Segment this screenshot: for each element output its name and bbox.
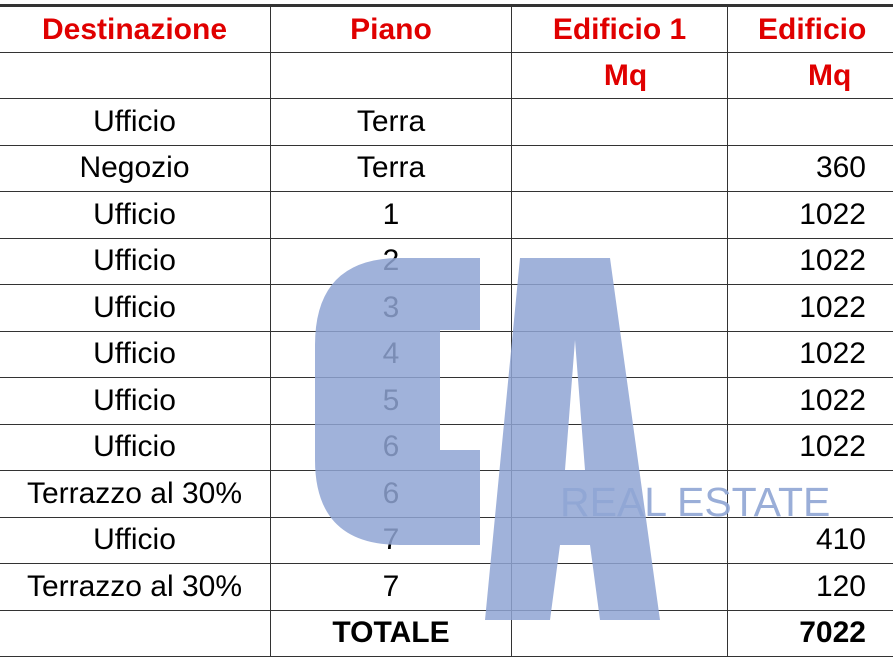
table-row: Ufficio 1 1022 [0, 191, 893, 239]
cell-edificio: 1022 [727, 284, 893, 332]
cell-edificio-1 [511, 609, 728, 657]
table-row: Terrazzo al 30% 7 120 [0, 563, 893, 611]
total-value: 7022 [727, 609, 893, 657]
table-row: Ufficio 2 1022 [0, 237, 893, 285]
cell-destinazione: Terrazzo al 30% [0, 563, 271, 611]
area-table: Destinazione Piano Edificio 1 Edificio M… [0, 4, 893, 657]
cell-edificio: 360 [727, 144, 893, 192]
table-row: Ufficio 3 1022 [0, 284, 893, 332]
header-unit-empty [270, 52, 512, 99]
table-row: Ufficio Terra [0, 98, 893, 146]
cell-edificio: 1022 [727, 330, 893, 378]
header-row: Destinazione Piano Edificio 1 Edificio [0, 5, 893, 53]
table-row: Negozio Terra 360 [0, 144, 893, 192]
header-unit-row: Mq Mq [0, 52, 893, 99]
cell-edificio: 1022 [727, 237, 893, 285]
header-edificio-1: Edificio 1 [511, 5, 728, 53]
table-row: Ufficio 7 410 [0, 516, 893, 564]
cell-piano: 1 [270, 191, 512, 239]
header-unit-empty [0, 52, 271, 99]
cell-edificio: 410 [727, 516, 893, 564]
cell-edificio: 120 [727, 563, 893, 611]
cell-edificio-1 [511, 284, 728, 332]
header-destinazione: Destinazione [0, 5, 271, 53]
cell-piano: 7 [270, 516, 512, 564]
cell-piano: Terra [270, 98, 512, 146]
cell-edificio-1 [511, 377, 728, 425]
cell-piano: 5 [270, 377, 512, 425]
cell-destinazione: Ufficio [0, 423, 271, 471]
cell-edificio-1 [511, 516, 728, 564]
cell-destinazione: Ufficio [0, 98, 271, 146]
table-row: Ufficio 4 1022 [0, 330, 893, 378]
cell-destinazione [0, 609, 271, 657]
cell-destinazione: Ufficio [0, 284, 271, 332]
cell-destinazione: Negozio [0, 144, 271, 192]
table-row: Ufficio 5 1022 [0, 377, 893, 425]
cell-edificio [727, 470, 893, 518]
table-row: Terrazzo al 30% 6 [0, 470, 893, 518]
cell-edificio-1 [511, 470, 728, 518]
cell-piano: 4 [270, 330, 512, 378]
cell-destinazione: Ufficio [0, 191, 271, 239]
table-row: Ufficio 6 1022 [0, 423, 893, 471]
cell-piano: Terra [270, 144, 512, 192]
cell-piano: 2 [270, 237, 512, 285]
cell-piano: 6 [270, 470, 512, 518]
cell-destinazione: Ufficio [0, 516, 271, 564]
cell-edificio-1 [511, 191, 728, 239]
cell-destinazione: Ufficio [0, 330, 271, 378]
cell-edificio: 1022 [727, 423, 893, 471]
header-unit-edificio-1: Mq [511, 52, 728, 99]
cell-destinazione: Ufficio [0, 237, 271, 285]
cell-edificio [727, 98, 893, 146]
cell-piano: 6 [270, 423, 512, 471]
total-row: TOTALE 7022 [0, 609, 893, 657]
cell-destinazione: Ufficio [0, 377, 271, 425]
cell-piano: 7 [270, 563, 512, 611]
cell-edificio-1 [511, 144, 728, 192]
cell-destinazione: Terrazzo al 30% [0, 470, 271, 518]
cell-edificio-1 [511, 563, 728, 611]
cell-edificio-1 [511, 330, 728, 378]
total-label: TOTALE [270, 609, 512, 657]
header-unit-edificio: Mq [727, 52, 893, 99]
header-piano: Piano [270, 5, 512, 53]
cell-edificio-1 [511, 423, 728, 471]
cell-edificio-1 [511, 237, 728, 285]
header-edificio: Edificio [727, 5, 893, 53]
cell-piano: 3 [270, 284, 512, 332]
cell-edificio: 1022 [727, 377, 893, 425]
cell-edificio-1 [511, 98, 728, 146]
cell-edificio: 1022 [727, 191, 893, 239]
